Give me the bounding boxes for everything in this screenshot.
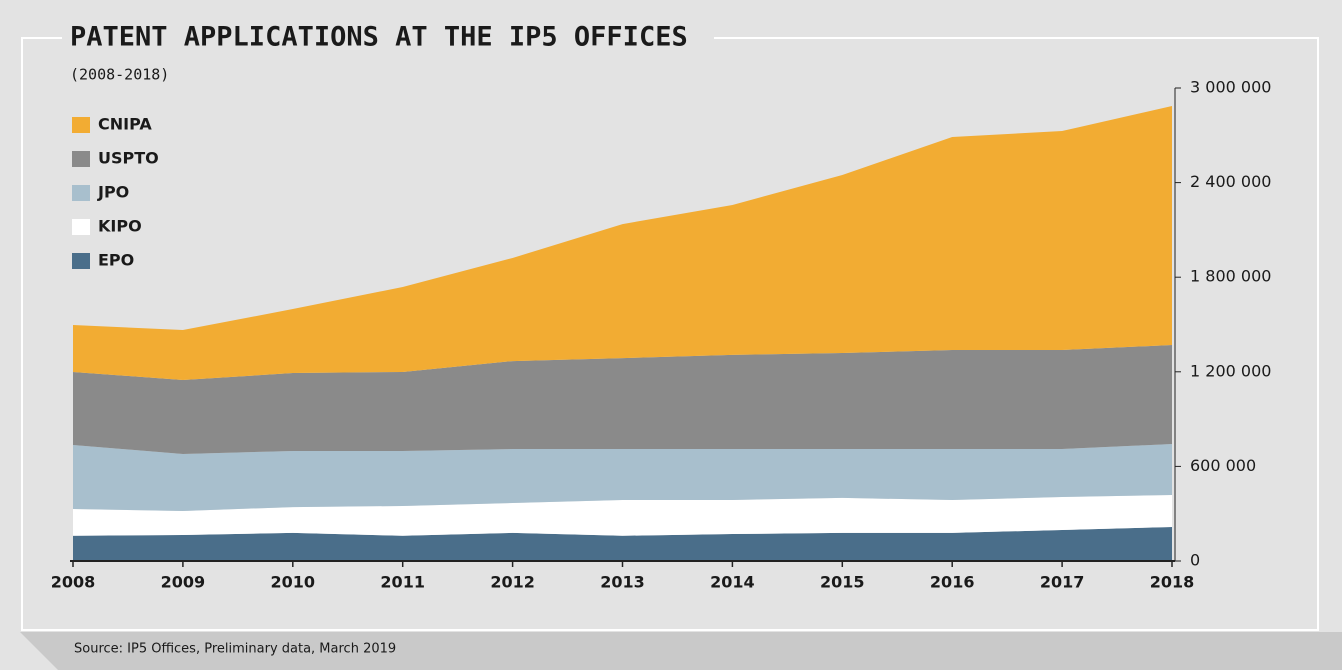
area (73, 494, 1172, 536)
legend-swatch (72, 185, 90, 201)
area (73, 344, 1172, 454)
legend-label: CNIPA (98, 115, 152, 134)
source: Source: IP5 Offices, Preliminary data, M… (74, 642, 396, 657)
x-tick-label: 2009 (161, 573, 206, 592)
y-tick-label: 3 000 000 (1190, 78, 1271, 97)
legend-label: KIPO (98, 217, 142, 236)
y-tick-label: 0 (1190, 551, 1200, 570)
x-tick-label: 2018 (1150, 573, 1195, 592)
legend-label: EPO (98, 251, 134, 270)
legend-swatch (72, 117, 90, 133)
x-tick-label: 2012 (490, 573, 535, 592)
x-tick-label: 2015 (820, 573, 865, 592)
chart-title: PATENT APPLICATIONS AT THE IP5 OFFICES (70, 22, 688, 53)
x-tick-label: 2014 (710, 573, 755, 592)
x-tick-label: 2017 (1040, 573, 1085, 592)
subtitle: (2008-2018) (70, 66, 169, 84)
x-tick-label: 2011 (380, 573, 425, 592)
x-tick-label: 2010 (271, 573, 316, 592)
source-bar (20, 632, 1342, 670)
x-tick-label: 2016 (930, 573, 975, 592)
legend-swatch (72, 151, 90, 167)
y-tick-label: 1 800 000 (1190, 267, 1271, 286)
legend-label: JPO (97, 183, 129, 202)
y-tick-label: 1 200 000 (1190, 361, 1271, 380)
x-tick-label: 2013 (600, 573, 645, 592)
y-tick-label: 2 400 000 (1190, 172, 1271, 191)
area (73, 526, 1172, 561)
x-tick-label: 2008 (51, 573, 96, 592)
title-backing (62, 22, 714, 54)
legend-label: USPTO (98, 149, 159, 168)
legend-swatch (72, 253, 90, 269)
legend-swatch (72, 219, 90, 235)
y-tick-label: 600 000 (1190, 456, 1256, 475)
area (73, 105, 1172, 380)
area (73, 444, 1172, 512)
